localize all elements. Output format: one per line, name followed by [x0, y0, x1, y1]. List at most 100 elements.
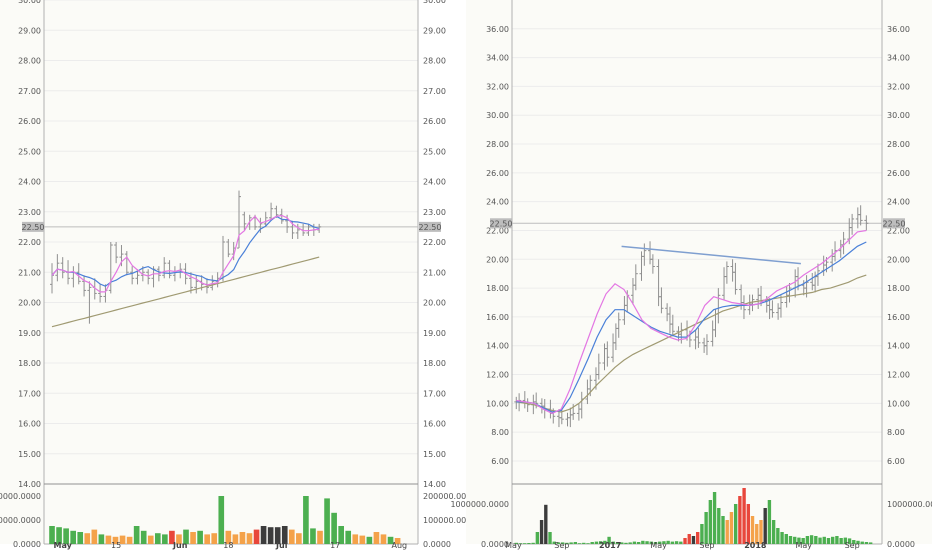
x-tick-label: Sep [845, 541, 860, 550]
price-tick-label-left: 6.00 [491, 457, 509, 466]
price-tick-label-right: 12.00 [887, 371, 910, 380]
price-bar [306, 223, 311, 236]
volume-bar [847, 538, 852, 544]
price-bar [82, 275, 87, 297]
price-tick-label-left: 27.00 [18, 87, 41, 96]
volume-bar [645, 541, 649, 544]
volume-bar [712, 492, 717, 544]
price-bar [210, 275, 215, 291]
price-tick-label-left: 32.00 [486, 82, 509, 91]
volume-bar [324, 498, 330, 544]
volume-bar [77, 532, 84, 544]
price-tick-label-right: 18.00 [423, 359, 446, 368]
volume-bar [687, 534, 691, 544]
last-price-label-right: 22.50 [883, 219, 906, 228]
moving-average-slow [516, 274, 867, 413]
volume-bar [653, 542, 658, 544]
volume-bar [232, 534, 239, 544]
price-bar [858, 205, 863, 226]
price-bar [559, 408, 564, 425]
volume-bar [695, 532, 700, 544]
volume-tick-label-left: 0.0000 [481, 540, 509, 549]
price-tick-label-right: 20.00 [887, 255, 910, 264]
price-bar [696, 327, 701, 348]
x-tick-label: Sep [699, 541, 714, 550]
price-tick-label-left: 24.00 [486, 198, 509, 207]
volume-bar [717, 508, 721, 544]
volume-bar [225, 530, 232, 544]
volume-bar [793, 536, 797, 544]
price-bar [98, 284, 103, 303]
volume-bar [544, 504, 548, 544]
volume-bar [814, 536, 818, 544]
price-tick-label-left: 14.00 [18, 480, 41, 489]
volume-bar [380, 534, 387, 544]
x-tick-label: May [505, 541, 522, 550]
volume-bar [704, 512, 708, 544]
price-bar [167, 260, 172, 279]
volume-bar [594, 541, 599, 544]
price-tick-label-right: 30.00 [423, 0, 446, 5]
volume-bar [560, 542, 565, 544]
plot-background [466, 0, 932, 544]
volume-bar [531, 542, 535, 544]
volume-bar [246, 533, 253, 544]
volume-bar [338, 526, 344, 544]
x-tick-label: Jun [172, 541, 188, 550]
price-bar [633, 264, 638, 291]
price-bar [226, 238, 231, 258]
volume-bar [288, 529, 295, 544]
volume-bar [691, 536, 696, 544]
price-tick-label-left: 25.00 [18, 147, 41, 156]
volume-bar [788, 536, 793, 544]
volume-bar [126, 536, 133, 544]
volume-bar [729, 512, 734, 544]
price-tick-label-left: 20.00 [18, 299, 41, 308]
volume-bar [112, 536, 119, 544]
volume-bar [632, 541, 637, 544]
volume-bar [767, 500, 772, 544]
volume-bar [649, 541, 653, 544]
volume-tick-label-left: 100000.0000 [0, 516, 41, 525]
volume-bar [797, 537, 801, 544]
volume-bar [70, 530, 76, 544]
volume-bar [317, 530, 323, 544]
volume-bar [539, 520, 544, 544]
volume-bar [620, 542, 624, 544]
price-tick-label-right: 10.00 [887, 399, 910, 408]
resistance-trendline [621, 245, 801, 265]
price-tick-label-left: 36.00 [486, 25, 509, 34]
volume-bar [573, 542, 578, 544]
price-tick-label-right: 36.00 [887, 25, 910, 34]
volume-bar [552, 541, 556, 544]
volume-bar [624, 542, 628, 544]
price-tick-label-left: 15.00 [18, 450, 41, 459]
volume-bar [864, 542, 869, 544]
volume-bar [582, 542, 586, 544]
price-bar [778, 295, 783, 318]
volume-bar [805, 536, 810, 544]
price-tick-label-right: 8.00 [887, 428, 905, 437]
moving-average-fast [51, 214, 320, 293]
price-bar [724, 261, 729, 284]
price-tick-label-left: 16.00 [18, 420, 41, 429]
price-bar [864, 215, 869, 231]
price-bar [295, 223, 300, 239]
volume-bar [119, 535, 126, 544]
x-tick-label: 18 [223, 541, 233, 550]
volume-bar [750, 516, 755, 544]
volume-bar [98, 534, 105, 544]
volume-bar [662, 541, 666, 544]
volume-bar [331, 512, 337, 544]
volume-bar [345, 530, 352, 544]
volume-bar [387, 536, 394, 544]
volume-bar [267, 527, 274, 544]
volume-bar [780, 532, 784, 544]
price-bar [258, 217, 263, 233]
price-tick-label-left: 30.00 [486, 111, 509, 120]
price-bar [279, 208, 284, 224]
volume-bar [63, 528, 69, 544]
price-bar [659, 287, 664, 314]
volume-bar [776, 528, 780, 544]
volume-bar [162, 534, 168, 544]
